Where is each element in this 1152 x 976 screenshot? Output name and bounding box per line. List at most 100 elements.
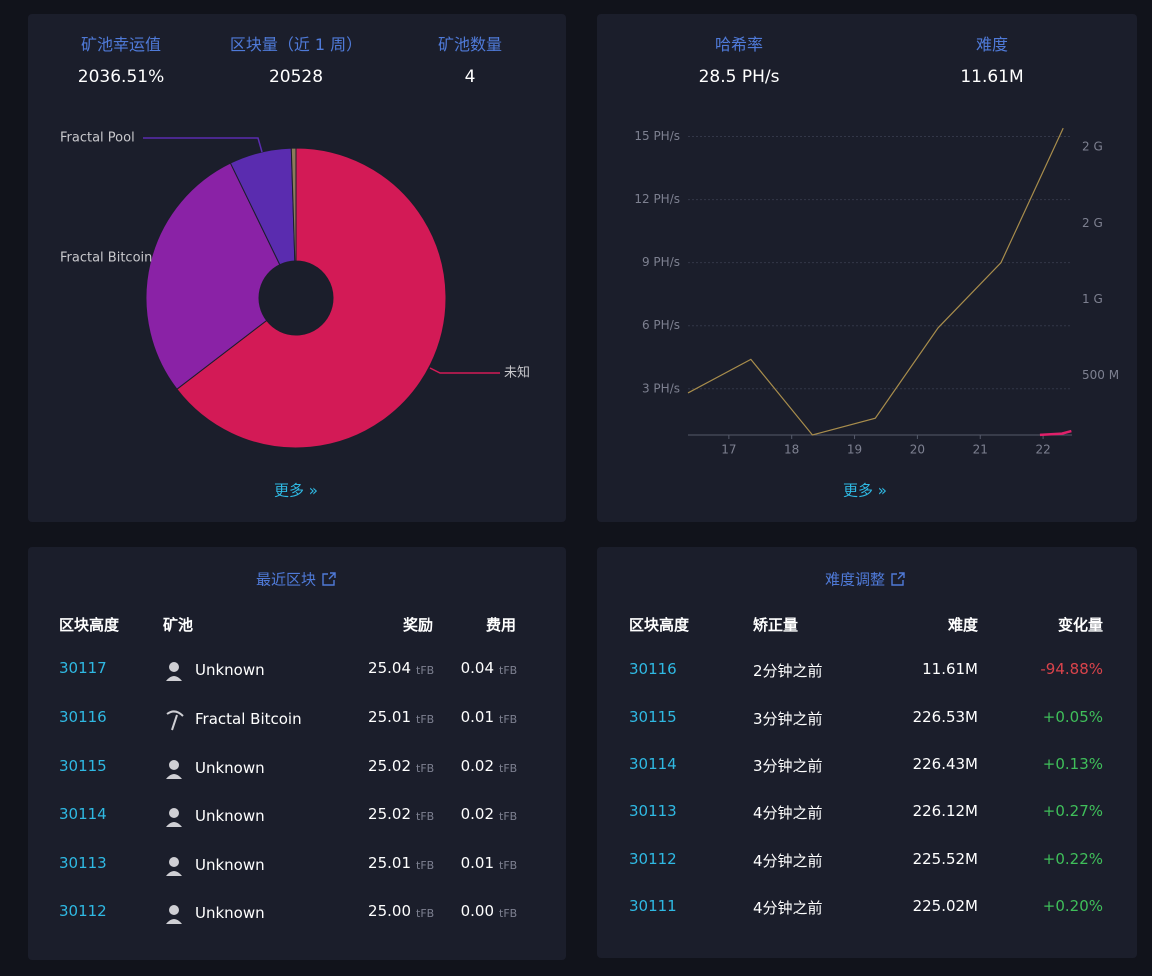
- miner-icon: [166, 919, 182, 924]
- fee: 0.02: [460, 757, 494, 775]
- pool-name: Unknown: [195, 759, 265, 777]
- unit: tFB: [499, 713, 518, 726]
- change: +0.13%: [1042, 755, 1103, 773]
- pie-label: Fractal Bitcoin: [60, 251, 152, 266]
- block-height[interactable]: 30115: [629, 708, 677, 726]
- y2-tick-label: 500 M: [1082, 368, 1119, 382]
- miner-icon: [166, 676, 182, 681]
- miner-icon: [166, 871, 182, 876]
- external-link-icon: [322, 572, 336, 586]
- pie-slice: [176, 147, 447, 449]
- pie-slice: [290, 147, 297, 262]
- stat-value: 4: [464, 67, 476, 87]
- series-line: [1039, 429, 1072, 437]
- block-height[interactable]: 30116: [59, 708, 107, 726]
- stat-value: 2036.51%: [77, 67, 165, 87]
- x-tick-label: 20: [910, 443, 925, 457]
- x-tick-label: 22: [1035, 443, 1050, 457]
- pie-slice: [145, 162, 281, 390]
- adjust-time: 3分钟之前: [753, 757, 823, 775]
- pool-name: Unknown: [195, 807, 265, 825]
- column-header: 矿池: [163, 616, 194, 634]
- unit: tFB: [416, 859, 435, 872]
- fee: 0.01: [460, 854, 494, 872]
- series-line: [687, 127, 1064, 436]
- y-tick-label: 15 PH/s: [634, 129, 680, 143]
- adjust-time: 4分钟之前: [753, 804, 823, 822]
- unit: tFB: [416, 762, 435, 775]
- unit: tFB: [416, 664, 435, 677]
- block-height[interactable]: 30114: [629, 755, 677, 773]
- miner-icon: [169, 905, 179, 915]
- pie-label: Fractal Pool: [60, 131, 135, 146]
- network-panel: [597, 14, 1137, 522]
- pool-name: Unknown: [195, 661, 265, 679]
- y-tick-label: 12 PH/s: [634, 192, 680, 206]
- reward: 25.02: [368, 757, 411, 775]
- adjust-time: 3分钟之前: [753, 710, 823, 728]
- stat-label: 矿池幸运值: [80, 35, 162, 54]
- difficulty: 225.52M: [912, 850, 978, 868]
- change: +0.27%: [1042, 802, 1103, 820]
- table-title[interactable]: 难度调整: [824, 570, 886, 589]
- miner-icon: [166, 822, 182, 827]
- more-link[interactable]: 更多 »: [843, 481, 887, 500]
- block-height[interactable]: 30116: [629, 660, 677, 678]
- reward: 25.04: [368, 659, 411, 677]
- stat-label: 矿池数量: [437, 35, 503, 54]
- fee: 0.00: [460, 902, 494, 920]
- block-height[interactable]: 30112: [629, 850, 677, 868]
- external-link-icon: [891, 572, 905, 586]
- fee: 0.04: [460, 659, 494, 677]
- block-height[interactable]: 30111: [629, 897, 677, 915]
- adjust-time: 2分钟之前: [753, 662, 823, 680]
- fee: 0.02: [460, 805, 494, 823]
- unit: tFB: [499, 859, 518, 872]
- reward: 25.01: [368, 854, 411, 872]
- block-height[interactable]: 30114: [59, 805, 107, 823]
- y-tick-label: 3 PH/s: [642, 381, 680, 395]
- more-link[interactable]: 更多 »: [274, 481, 318, 500]
- pool-name: Unknown: [195, 904, 265, 922]
- block-height[interactable]: 30117: [59, 659, 107, 677]
- change: +0.05%: [1042, 708, 1103, 726]
- block-height[interactable]: 30112: [59, 902, 107, 920]
- reward: 25.00: [368, 902, 411, 920]
- difficulty: 226.53M: [912, 708, 978, 726]
- unit: tFB: [416, 810, 435, 823]
- unit: tFB: [499, 810, 518, 823]
- difficulty: 226.43M: [912, 755, 978, 773]
- pool-name: Fractal Bitcoin: [195, 710, 302, 728]
- reward: 25.02: [368, 805, 411, 823]
- x-tick-label: 19: [847, 443, 862, 457]
- adjust-time: 4分钟之前: [753, 899, 823, 917]
- pie-label: 未知: [504, 365, 530, 381]
- y-tick-label: 6 PH/s: [642, 318, 680, 332]
- difficulty: 226.12M: [912, 802, 978, 820]
- column-header: 区块高度: [629, 616, 690, 634]
- column-header: 变化量: [1057, 616, 1103, 634]
- column-header: 矫正量: [753, 616, 799, 634]
- y-tick-label: 9 PH/s: [642, 255, 680, 269]
- table-title[interactable]: 最近区块: [255, 570, 317, 589]
- unit: tFB: [499, 762, 518, 775]
- stat-value: 28.5 PH/s: [698, 67, 780, 87]
- reward: 25.01: [368, 708, 411, 726]
- miner-icon: [169, 662, 179, 672]
- unit: tFB: [499, 907, 518, 920]
- difficulty-panel: [597, 547, 1137, 958]
- x-tick-label: 17: [721, 443, 736, 457]
- difficulty: 11.61M: [922, 660, 978, 678]
- miner-icon: [169, 760, 179, 770]
- stat-label: 区块量（近 1 周）: [229, 35, 363, 54]
- column-header: 区块高度: [59, 616, 120, 634]
- block-height[interactable]: 30115: [59, 757, 107, 775]
- block-height[interactable]: 30113: [629, 802, 677, 820]
- block-height[interactable]: 30113: [59, 854, 107, 872]
- stat-label: 哈希率: [714, 35, 764, 54]
- unit: tFB: [499, 664, 518, 677]
- miner-icon: [166, 774, 182, 779]
- adjust-time: 4分钟之前: [753, 852, 823, 870]
